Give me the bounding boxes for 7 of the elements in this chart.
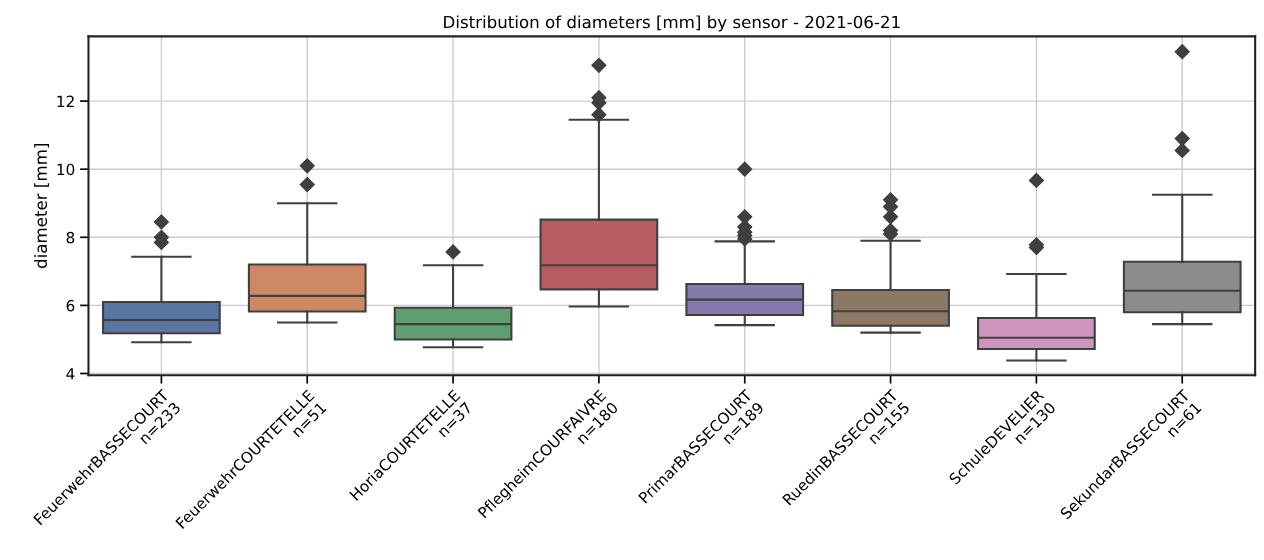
y-tick-label: 12 xyxy=(57,95,74,107)
chart-title: Distribution of diameters [mm] by sensor - 2021-06-21 xyxy=(444,15,900,32)
y-tick-label: 6 xyxy=(66,299,75,312)
y-tick-label: 4 xyxy=(66,368,75,380)
y-tick-label: 8 xyxy=(66,231,75,244)
y-axis-title: diameter [mm] xyxy=(34,144,50,269)
y-tick-label: 10 xyxy=(57,163,75,176)
